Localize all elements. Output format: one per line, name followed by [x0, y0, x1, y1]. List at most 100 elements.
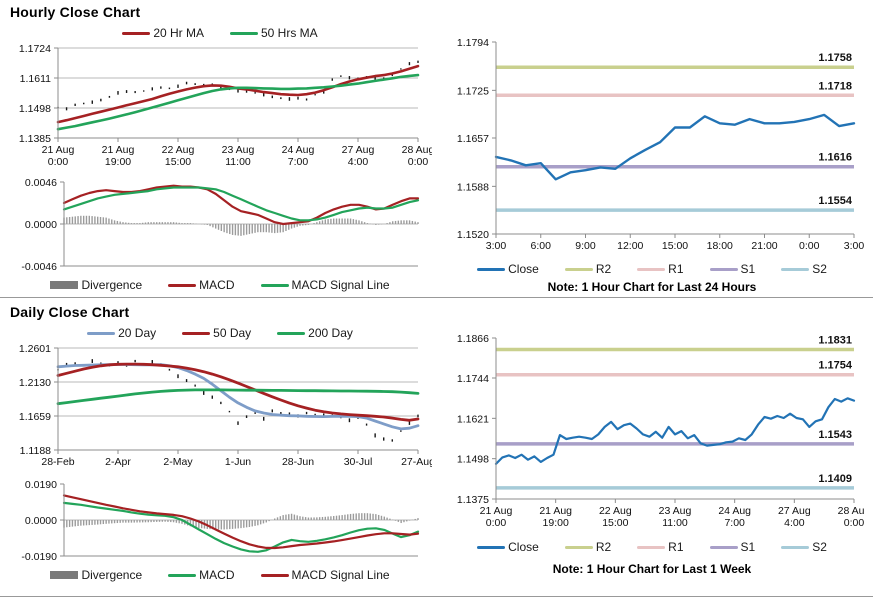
legend-swatch — [168, 573, 197, 577]
svg-text:1.1866: 1.1866 — [457, 333, 489, 345]
legend-swatch — [260, 573, 289, 577]
svg-text:1.1657: 1.1657 — [457, 133, 489, 145]
svg-text:1.1725: 1.1725 — [457, 85, 489, 97]
legend-item-close: Close — [477, 262, 539, 276]
svg-text:27-Aug: 27-Aug — [401, 456, 432, 468]
svg-text:24 Aug: 24 Aug — [718, 505, 751, 517]
svg-text:1.1724: 1.1724 — [19, 43, 51, 55]
svg-text:28-Feb: 28-Feb — [41, 456, 74, 468]
legend-label: Close — [508, 262, 539, 276]
legend-label: MACD Signal Line — [291, 568, 390, 582]
svg-text:30-Jul: 30-Jul — [344, 456, 373, 468]
legend-item-50-day: 50 Day — [182, 326, 251, 340]
daily-macd-chart: -0.0190 0.0000 0.0190 — [21, 479, 420, 563]
legend-swatch — [122, 31, 151, 35]
svg-text:27 Aug: 27 Aug — [342, 144, 375, 156]
legend-label: R1 — [668, 540, 684, 554]
svg-text:24 Aug: 24 Aug — [282, 144, 315, 156]
hourly-macd-legend: Divergence MACD MACD Signal Line — [8, 278, 432, 292]
legend-label: 50 Hrs MA — [261, 26, 318, 40]
svg-text:7:00: 7:00 — [724, 517, 745, 529]
legend-label: MACD Signal Line — [291, 278, 390, 292]
legend-swatch — [277, 331, 306, 335]
section-divider — [0, 297, 873, 298]
legend-swatch — [50, 281, 79, 289]
svg-text:22 Aug: 22 Aug — [162, 144, 195, 156]
legend-label: 50 Day — [213, 326, 252, 340]
svg-text:1.1754: 1.1754 — [818, 360, 853, 372]
hourly-macd-chart: -0.0046 0.0000 0.0046 — [21, 177, 420, 273]
svg-text:4:00: 4:00 — [348, 156, 369, 168]
legend-item-r2: R2 — [564, 540, 611, 554]
svg-text:22 Aug: 22 Aug — [599, 505, 632, 517]
legend-swatch — [50, 571, 79, 579]
hourly-support-resistance-chart: 1.1758 1.1718 1.1616 1.1554 1.1520 1.1588 1.16… — [457, 37, 864, 252]
daily-support-resistance-chart: 1.1831 1.1754 1.1543 1.1409 1.1375 1.1498 1.16… — [457, 333, 864, 529]
daily-section-title: Daily Close Chart — [10, 304, 130, 320]
svg-text:9:00: 9:00 — [575, 240, 596, 252]
legend-item-macd: MACD — [168, 568, 235, 582]
legend-label: MACD — [199, 568, 235, 582]
svg-text:1.1554: 1.1554 — [818, 195, 853, 207]
legend-label: R2 — [595, 262, 612, 276]
svg-text:1.2130: 1.2130 — [19, 377, 51, 389]
svg-text:21 Aug: 21 Aug — [539, 505, 572, 517]
legend-swatch — [637, 267, 666, 271]
legend-item-r1: R1 — [637, 540, 684, 554]
hourly-sr-legend: Close R2 R1 S1 S2 — [440, 262, 864, 276]
legend-swatch — [168, 283, 197, 287]
svg-text:15:00: 15:00 — [165, 156, 191, 168]
legend-item-macd: MACD — [168, 278, 235, 292]
svg-text:0.0000: 0.0000 — [25, 515, 57, 527]
legend-label: 20 Day — [118, 326, 157, 340]
svg-text:15:00: 15:00 — [662, 240, 688, 252]
svg-text:0:00: 0:00 — [486, 517, 507, 529]
legend-item-s2: S2 — [781, 262, 827, 276]
legend-label: Divergence — [81, 278, 143, 292]
legend-label: MACD — [199, 278, 235, 292]
svg-text:1.2601: 1.2601 — [19, 343, 51, 355]
svg-text:4:00: 4:00 — [784, 517, 805, 529]
legend-label: Divergence — [81, 568, 143, 582]
svg-text:1.1831: 1.1831 — [818, 334, 852, 346]
svg-text:1.1718: 1.1718 — [818, 80, 852, 92]
svg-text:21:00: 21:00 — [751, 240, 777, 252]
svg-text:6:00: 6:00 — [531, 240, 552, 252]
legend-label: S1 — [740, 262, 756, 276]
svg-text:23 Aug: 23 Aug — [659, 505, 692, 517]
legend-swatch — [709, 267, 738, 271]
svg-text:1-Jun: 1-Jun — [225, 456, 251, 468]
svg-text:19:00: 19:00 — [543, 517, 569, 529]
legend-item-s1: S1 — [709, 540, 755, 554]
svg-text:1.1498: 1.1498 — [19, 103, 51, 115]
legend-label: 200 Day — [308, 326, 353, 340]
svg-text:7:00: 7:00 — [288, 156, 309, 168]
svg-text:0.0046: 0.0046 — [25, 177, 57, 189]
svg-text:0.0190: 0.0190 — [25, 479, 57, 491]
legend-swatch — [709, 545, 738, 549]
svg-text:1.1659: 1.1659 — [19, 411, 51, 423]
legend-swatch — [260, 283, 289, 287]
legend-swatch — [781, 267, 810, 271]
svg-text:23 Aug: 23 Aug — [222, 144, 255, 156]
legend-item-20-day: 20 Day — [87, 326, 156, 340]
daily-chart-note: Note: 1 Hour Chart for Last 1 Week — [552, 562, 752, 576]
svg-text:1.1744: 1.1744 — [457, 373, 489, 385]
legend-swatch — [87, 331, 116, 335]
legend-item-s2: S2 — [781, 540, 827, 554]
legend-item-macd-signal-line: MACD Signal Line — [260, 278, 390, 292]
legend-swatch — [564, 545, 593, 549]
legend-swatch — [781, 545, 810, 549]
svg-text:1.1188: 1.1188 — [20, 445, 51, 457]
svg-text:3:00: 3:00 — [844, 240, 864, 252]
svg-text:1.1409: 1.1409 — [818, 473, 852, 485]
svg-text:0.0000: 0.0000 — [25, 219, 57, 231]
daily-price-legend: 20 Day 50 Day 200 Day — [8, 326, 432, 340]
hourly-chart-note: Note: 1 Hour Chart for Last 24 Hours — [547, 280, 757, 294]
svg-text:2-May: 2-May — [163, 456, 193, 468]
svg-text:0:00: 0:00 — [844, 517, 864, 529]
svg-text:0:00: 0:00 — [48, 156, 69, 168]
legend-label: R1 — [668, 262, 684, 276]
